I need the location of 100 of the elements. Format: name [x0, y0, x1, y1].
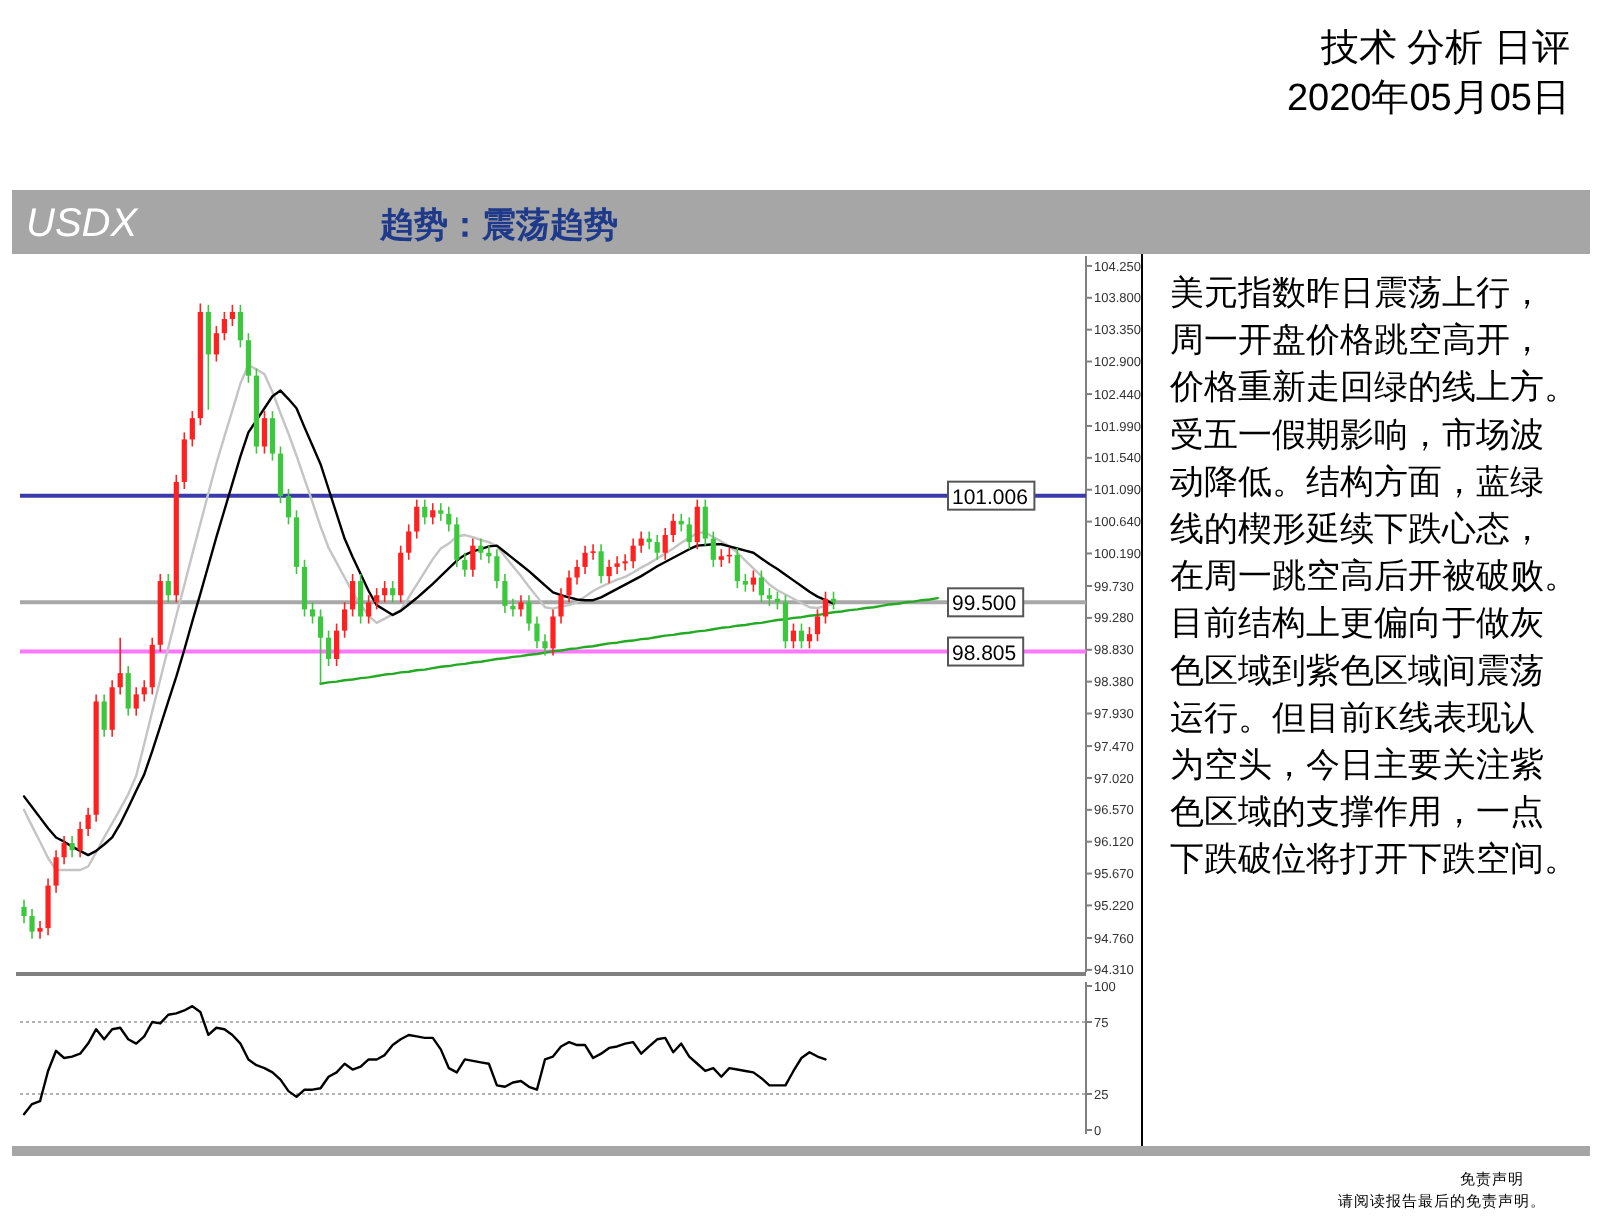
line-series	[22, 1004, 827, 1116]
text: 受五一假期影响，市场波	[1170, 415, 1544, 454]
text: 动降低。结构方面，蓝绿	[1170, 462, 1544, 501]
candlestick	[221, 311, 227, 342]
candlestick	[149, 636, 155, 696]
candlestick	[406, 523, 412, 561]
text: 技术 分析 日评	[1318, 28, 1570, 70]
candlestick	[638, 530, 644, 554]
candlestick	[470, 537, 476, 578]
text: 价格重新走回绿的线上方。	[1168, 368, 1578, 407]
candlestick	[269, 410, 276, 462]
text: 色区域到紫色区域间震荡	[1170, 651, 1544, 690]
chart-title: USDX	[26, 202, 139, 246]
text: 周一开盘价格跳空高开，	[1170, 321, 1544, 360]
candlestick	[101, 693, 107, 738]
candlestick	[69, 835, 75, 859]
candlestick	[614, 555, 620, 575]
candlestick	[189, 410, 195, 448]
candlestick	[462, 551, 468, 578]
candlestick	[798, 622, 805, 650]
chart-subtitle: 趋势：震荡趋势	[378, 206, 618, 244]
candlestick	[21, 898, 27, 924]
candlestick	[454, 516, 460, 568]
candlestick	[574, 559, 580, 586]
candlestick	[758, 569, 764, 604]
candlestick	[566, 569, 572, 604]
candlestick	[686, 516, 692, 550]
candlestick	[374, 587, 380, 611]
line-series	[319, 596, 939, 685]
text: 2020年05月05日	[1286, 78, 1570, 120]
candlestick	[85, 806, 91, 837]
candlestick	[414, 498, 420, 540]
candlestick	[325, 629, 332, 667]
candlestick	[702, 498, 708, 547]
candlestick	[438, 502, 444, 522]
candlestick	[430, 502, 436, 526]
candlestick	[630, 537, 636, 570]
candlestick	[422, 498, 428, 526]
candlestick	[582, 544, 588, 575]
candlestick	[261, 410, 268, 455]
candlestick	[53, 849, 59, 894]
candlestick	[494, 548, 500, 589]
candlestick	[806, 626, 813, 650]
candlestick	[61, 835, 67, 866]
candlestick	[502, 573, 508, 614]
text: 在周一跳空高后开被破败。	[1170, 557, 1578, 596]
candlestick	[382, 580, 388, 604]
candlestick	[205, 304, 211, 411]
candlestick	[814, 608, 821, 643]
candlestick	[694, 498, 700, 550]
candlestick	[622, 553, 628, 572]
candlestick	[510, 597, 516, 618]
candlestick	[350, 573, 356, 618]
candlestick	[558, 587, 564, 625]
candlestick	[782, 594, 789, 650]
candlestick	[670, 512, 676, 543]
candlestick	[654, 534, 660, 561]
candlestick	[301, 559, 308, 618]
ref-line-label: 101.006	[952, 485, 1029, 510]
candlestick	[366, 594, 372, 625]
candlestick	[734, 546, 740, 589]
candlestick	[245, 332, 252, 384]
candlestick	[37, 920, 43, 940]
text: 目前结构上更偏向于做灰	[1170, 604, 1544, 643]
candlestick	[534, 615, 540, 650]
candlestick	[526, 594, 532, 632]
candlestick	[390, 580, 396, 604]
text: 下跌破位将打开下跌空间。	[1170, 840, 1578, 879]
candlestick	[398, 544, 404, 604]
text: 运行。但目前K线表现认	[1170, 698, 1535, 737]
candlestick	[229, 304, 235, 327]
candlestick	[285, 488, 292, 526]
candlestick	[446, 505, 452, 533]
candlestick	[133, 686, 139, 717]
candlestick	[237, 304, 244, 349]
text: 为空头，今日主要关注紫	[1170, 746, 1544, 784]
candlestick	[750, 569, 756, 593]
candlestick	[333, 622, 340, 667]
candlestick	[342, 601, 348, 639]
candlestick	[277, 445, 284, 504]
candlestick	[117, 636, 123, 696]
candlestick	[822, 590, 829, 625]
candlestick	[518, 594, 524, 618]
text: 美元指数昨日震荡上行，	[1170, 274, 1544, 312]
candlestick	[165, 573, 171, 604]
candlestick	[181, 431, 187, 490]
candlestick	[598, 543, 604, 584]
candlestick	[662, 527, 668, 561]
candlestick	[109, 679, 115, 738]
candlestick	[213, 325, 219, 363]
candlestick	[317, 608, 324, 685]
candlestick	[790, 622, 797, 650]
candlestick	[29, 908, 35, 940]
candlestick	[141, 679, 147, 703]
ref-line-label: 98.805	[952, 641, 1017, 666]
text: 线的楔形延续下跌心态，	[1170, 510, 1544, 548]
candlestick	[478, 537, 484, 561]
ref-line-label: 99.500	[952, 592, 1017, 617]
candlestick	[590, 543, 596, 561]
candlestick	[606, 559, 612, 584]
